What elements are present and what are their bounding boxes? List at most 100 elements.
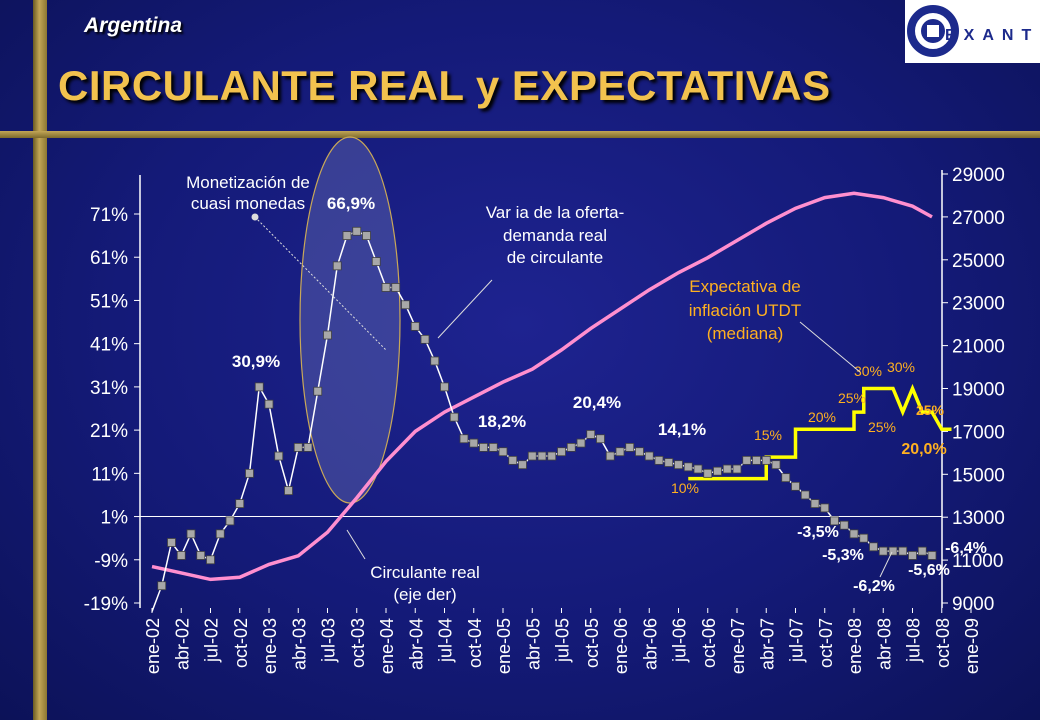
exante-logo: EXANTE [905, 0, 1040, 63]
x-tick-label: jul-05 [553, 618, 573, 663]
variacion-marker [518, 460, 527, 470]
variacion-marker [722, 464, 732, 474]
annotation-label: 18,2% [478, 412, 526, 431]
variacion-marker [635, 447, 644, 457]
x-tick-label: abr-03 [289, 618, 309, 670]
left-tick-label: 61% [90, 248, 128, 269]
x-tick-label: ene-06 [611, 618, 631, 674]
variacion-marker [352, 226, 362, 236]
variacion-marker [654, 455, 664, 465]
variacion-marker [927, 551, 937, 560]
variacion-marker [332, 261, 342, 271]
variacion-marker [235, 499, 245, 508]
left-tick-label: 1% [101, 508, 129, 529]
step-label: 15% [754, 427, 782, 443]
variacion-marker [430, 356, 440, 366]
annotation-connector [346, 529, 366, 560]
variacion-marker [547, 451, 557, 461]
annotation-label: 20,4% [573, 393, 621, 412]
x-tick-label: jul-02 [202, 618, 222, 663]
variacion-marker [761, 455, 771, 465]
x-tick-label: oct-07 [816, 618, 836, 668]
variacion-marker [498, 447, 508, 457]
variacion-marker [157, 581, 167, 591]
x-tick-label: abr-08 [874, 618, 894, 670]
variacion-marker [264, 399, 274, 409]
x-tick-label: oct-04 [465, 618, 485, 668]
annotation-label: Monetización de [186, 173, 310, 192]
variacion-marker [508, 455, 518, 465]
variacion-marker [869, 542, 878, 552]
expectativa-line [688, 383, 952, 481]
page-title: CIRCULANTE REAL y EXPECTATIVAS [58, 62, 831, 109]
variacion-marker [186, 529, 196, 539]
variacion-marker [459, 434, 469, 444]
variacion-marker [488, 442, 498, 452]
right-tick-label: 19000 [952, 380, 1005, 401]
variacion-marker [596, 434, 605, 444]
variacion-marker [703, 468, 713, 478]
variacion-marker [664, 458, 674, 467]
right-tick-label: 23000 [952, 294, 1005, 315]
x-tick-label: ene-07 [728, 618, 748, 674]
variacion-marker [820, 503, 830, 513]
variacion-marker [605, 451, 615, 461]
decorative-horizontal-bar [0, 131, 1040, 138]
x-tick-label: jul-04 [436, 618, 456, 663]
right-tick-label: 11000 [952, 551, 1003, 572]
x-tick-label: ene-03 [260, 618, 280, 674]
step-label: 10% [671, 480, 699, 496]
variacion-marker [576, 438, 586, 448]
annotation-label: -5,6% [908, 562, 950, 579]
right-tick-label: 29000 [952, 165, 1005, 186]
annotation-label: -6,2% [853, 578, 895, 595]
annotation-connector [437, 279, 493, 339]
variacion-marker [196, 551, 206, 560]
annotation-connector [879, 551, 893, 578]
variacion-marker [830, 516, 839, 526]
variacion-marker [693, 464, 703, 474]
left-tick-label: -9% [94, 551, 128, 572]
variacion-marker [849, 529, 859, 539]
x-tick-label: oct-02 [231, 618, 251, 668]
variacion-marker [674, 460, 683, 470]
variacion-marker [800, 490, 810, 500]
highlight-ellipse [299, 136, 401, 504]
variacion-marker [293, 442, 303, 452]
right-tick-label: 9000 [952, 594, 994, 615]
x-tick-label: jul-03 [319, 618, 339, 663]
left-tick-label: -19% [84, 594, 128, 615]
variacion-marker [323, 330, 332, 340]
variacion-marker [566, 442, 576, 452]
variacion-marker [176, 551, 186, 560]
variacion-marker [878, 546, 888, 556]
x-tick-label: oct-08 [933, 618, 953, 668]
variacion-marker [625, 442, 635, 452]
right-tick-label: 21000 [952, 337, 1005, 358]
variacion-marker [440, 382, 449, 392]
annotation-label: de circulante [507, 248, 603, 267]
variacion-marker [781, 473, 791, 483]
variacion-marker [381, 283, 391, 292]
annotation-label: Expectativa de [689, 277, 801, 296]
variacion-marker [303, 442, 313, 452]
variacion-marker [362, 231, 371, 241]
annotation-connector [254, 216, 387, 351]
circulante-real-line [151, 191, 933, 582]
annotation-label: 66,9% [327, 194, 375, 213]
variacion-marker [839, 520, 849, 530]
variacion-marker [683, 462, 693, 472]
x-tick-label: ene-08 [845, 618, 865, 674]
variacion-marker [342, 231, 352, 241]
annotation-connector [799, 321, 861, 373]
variacion-marker [537, 451, 547, 461]
right-tick-label: 17000 [952, 422, 1005, 443]
variacion-marker [313, 386, 323, 396]
variacion-marker [644, 451, 654, 461]
x-tick-label: jul-08 [904, 618, 924, 663]
step-label: 25% [868, 419, 896, 435]
annotation-label: 30,9% [232, 352, 280, 371]
variacion-marker [254, 382, 264, 392]
left-tick-label: 41% [90, 335, 128, 356]
